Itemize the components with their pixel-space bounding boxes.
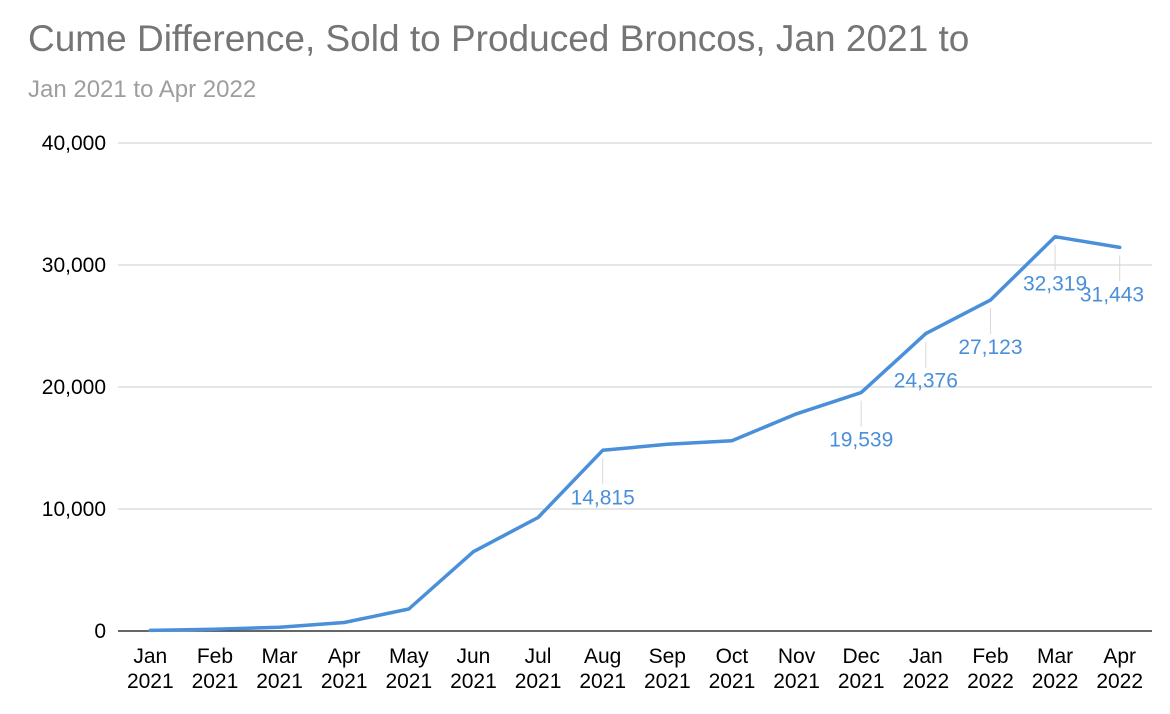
x-tick-label-year: 2021 [709,670,756,693]
x-tick-label-month: Nov [778,645,816,668]
y-tick-label: 0 [94,620,106,643]
x-tick-label-year: 2022 [1032,670,1079,693]
x-tick-label-year: 2021 [385,670,432,693]
x-tick-label-year: 2022 [1096,670,1143,693]
x-tick-label-year: 2022 [967,670,1014,693]
x-tick-label-month: Jul [525,645,552,668]
y-tick-label: 20,000 [42,376,106,399]
x-tick-label-month: May [389,645,429,668]
x-tick-label-month: Feb [197,645,233,668]
data-label: 14,815 [571,486,635,509]
x-tick-label-year: 2021 [515,670,562,693]
x-tick-label-year: 2021 [192,670,239,693]
series-line [148,234,1122,633]
x-tick-label-month: Mar [1037,645,1073,668]
data-label: 31,443 [1080,283,1144,306]
x-tick-label-month: Apr [1103,645,1136,668]
x-tick-label-year: 2022 [902,670,949,693]
data-label: 19,539 [829,429,893,452]
x-tick-label-year: 2021 [579,670,626,693]
x-tick-label-month: Aug [584,645,621,668]
x-tick-label-month: Feb [972,645,1008,668]
x-tick-label-year: 2021 [644,670,691,693]
x-tick-label-year: 2021 [838,670,885,693]
x-tick-label-month: Jan [909,645,943,668]
x-tick-label-year: 2021 [450,670,497,693]
y-tick-label: 10,000 [42,498,106,521]
x-tick-label-month: Dec [843,645,880,668]
data-label: 24,376 [894,370,958,393]
data-label: 27,123 [958,336,1022,359]
x-tick-label-year: 2021 [256,670,303,693]
x-tick-label-month: Apr [328,645,361,668]
x-tick-label-month: Sep [649,645,686,668]
x-tick-label-year: 2021 [321,670,368,693]
x-tick-label-year: 2021 [127,670,174,693]
y-tick-label: 30,000 [42,254,106,277]
chart-subtitle: Jan 2021 to Apr 2022 [28,76,257,103]
y-tick-label: 40,000 [42,132,106,155]
chart-title: Cume Difference, Sold to Produced Bronco… [28,18,970,59]
x-tick-label-month: Jan [133,645,167,668]
x-tick-label-year: 2021 [773,670,820,693]
x-tick-label-month: Oct [716,645,749,668]
data-label: 32,319 [1023,273,1087,296]
x-tick-label-month: Jun [457,645,491,668]
x-tick-label-month: Mar [261,645,297,668]
